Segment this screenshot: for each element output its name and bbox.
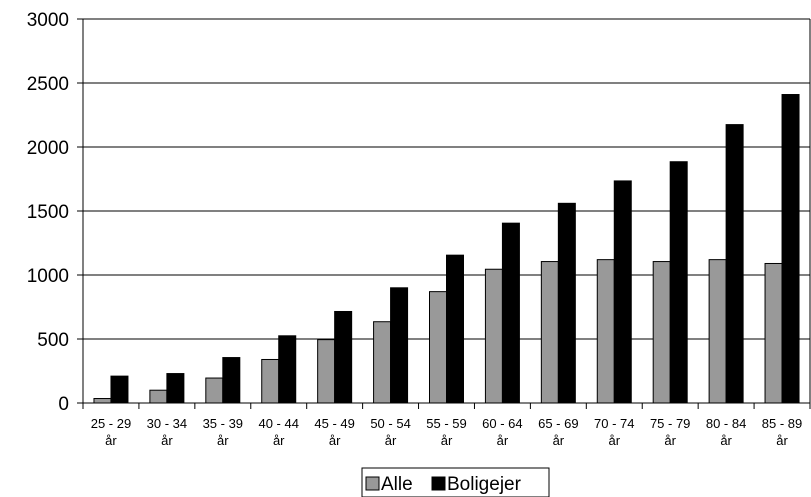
gridlines [83, 18, 810, 340]
bar-alle-9 [596, 259, 615, 404]
bar-boligejer-3 [278, 335, 297, 404]
x-tick-label: 35 - 39 [203, 416, 243, 431]
x-tick-label: år [664, 433, 676, 448]
x-tick-label: 80 - 84 [706, 416, 746, 431]
x-tick-label: 25 - 29 [91, 416, 131, 431]
bar-boligejer-2 [222, 357, 241, 404]
legend-label-boligejer: Boligejer [447, 474, 522, 495]
bar-alle-5 [373, 321, 392, 404]
x-tick-label: år [161, 433, 173, 448]
bar-alle-3 [261, 358, 280, 404]
x-tick-label: 30 - 34 [147, 416, 187, 431]
x-tick-label: år [497, 433, 509, 448]
bar-boligejer-0 [110, 375, 129, 404]
bar-boligejer-11 [725, 124, 744, 404]
bar-alle-10 [652, 261, 671, 404]
x-tick-label: 75 - 79 [650, 416, 690, 431]
x-tick-label: 65 - 69 [538, 416, 578, 431]
y-tick-label: 0 [58, 394, 69, 415]
bar-boligejer-1 [166, 373, 185, 404]
bar-alle-11 [708, 259, 727, 404]
x-tick-label: år [105, 433, 117, 448]
bar-boligejer-6 [446, 254, 464, 404]
bar-alle-2 [205, 377, 224, 404]
x-axis-ticks: 25 - 29 år 30 - 34 år 35 - 39 år 40 - 44 år 45 -… [82, 403, 811, 448]
x-tick-label: år [553, 433, 565, 448]
bar-boligejer-4 [334, 310, 353, 404]
y-tick-label: 3000 [27, 10, 69, 31]
bar-alle-1 [149, 389, 168, 404]
x-tick-label: år [776, 433, 788, 448]
bar-boligejer-12 [781, 94, 800, 404]
x-tick-label: år [273, 433, 285, 448]
x-tick-label: år [720, 433, 732, 448]
legend-box [361, 467, 550, 497]
bar-alle-6 [429, 291, 447, 404]
legend-swatch-alle [365, 476, 380, 491]
x-tick-label: 55 - 59 [426, 416, 466, 431]
bar-boligejer-8 [557, 202, 576, 404]
x-tick-label: 45 - 49 [314, 416, 354, 431]
legend-label-alle: Alle [381, 474, 413, 495]
bar-alle-8 [540, 261, 559, 404]
bar-boligejer-5 [390, 287, 409, 404]
bar-alle-7 [484, 268, 503, 404]
x-tick-label: år [329, 433, 341, 448]
x-tick-label: 70 - 74 [594, 416, 634, 431]
legend: Alle Boligejer [361, 467, 550, 497]
y-tick-label: 500 [37, 330, 69, 351]
x-tick-label: år [385, 433, 397, 448]
bar-alle-0 [93, 398, 112, 404]
bar-boligejer-9 [613, 180, 632, 404]
y-tick-label: 1000 [27, 266, 69, 287]
y-tick-label: 2500 [27, 74, 69, 95]
bar-boligejer-10 [669, 161, 688, 404]
y-axis-ticks: 0 500 1000 1500 2000 2500 3000 [27, 10, 83, 415]
bar-alle-4 [317, 339, 336, 404]
y-tick-label: 1500 [27, 202, 69, 223]
x-tick-label: år [441, 433, 453, 448]
bar-boligejer-7 [501, 222, 520, 404]
x-tick-label: 50 - 54 [370, 416, 410, 431]
legend-swatch-boligejer [431, 476, 446, 491]
x-tick-label: 60 - 64 [482, 416, 522, 431]
x-tick-label: år [608, 433, 620, 448]
bars [93, 94, 800, 404]
x-tick-label: 40 - 44 [258, 416, 298, 431]
y-tick-label: 2000 [27, 138, 69, 159]
x-tick-label: år [217, 433, 229, 448]
x-tick-label: 85 - 89 [762, 416, 802, 431]
bar-alle-12 [764, 262, 783, 404]
